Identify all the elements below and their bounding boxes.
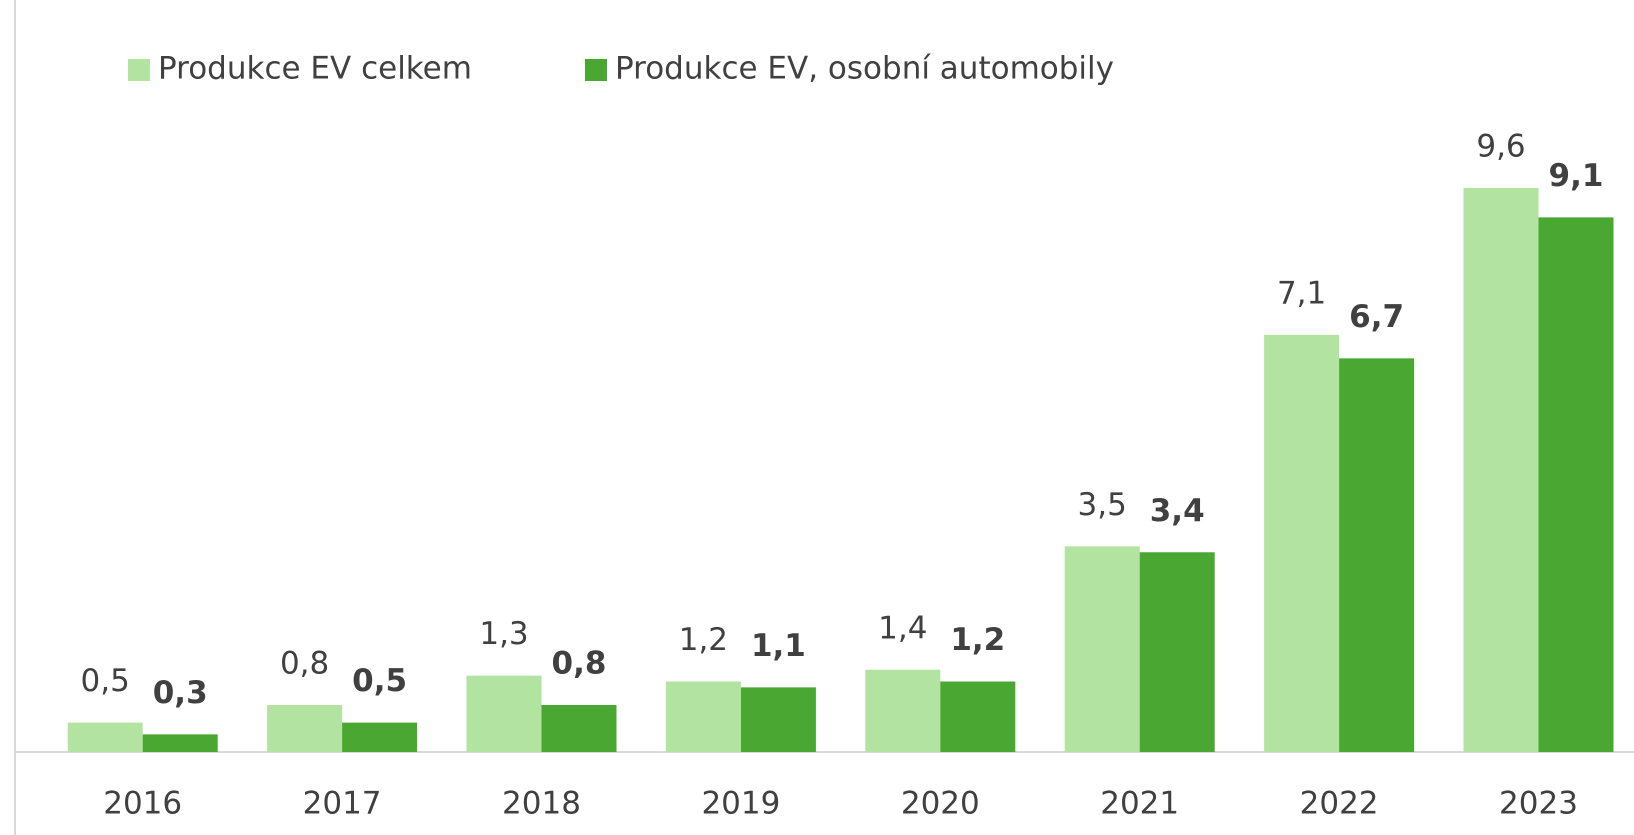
legend-swatch	[585, 59, 607, 81]
bar	[865, 669, 941, 752]
bar	[541, 705, 617, 752]
bar	[1064, 546, 1140, 752]
x-tick-label: 2022	[1300, 786, 1379, 822]
x-tick-label: 2020	[901, 786, 980, 822]
x-tick-label: 2018	[502, 786, 581, 822]
legend-swatch	[128, 59, 150, 81]
x-tick-label: 2019	[701, 786, 780, 822]
data-label: 0,3	[153, 675, 208, 711]
data-label: 1,4	[878, 610, 927, 646]
bar	[1463, 188, 1539, 752]
data-label: 3,5	[1078, 487, 1127, 523]
bar	[940, 681, 1016, 752]
x-tick-label: 2016	[103, 786, 182, 822]
bar	[1538, 217, 1614, 752]
bar	[342, 722, 418, 752]
x-tick-label: 2023	[1499, 786, 1578, 822]
data-label: 0,8	[552, 646, 607, 682]
data-label: 6,7	[1349, 299, 1404, 335]
data-label: 9,6	[1476, 129, 1525, 165]
x-tick-label: 2017	[303, 786, 382, 822]
legend-label: Produkce EV, osobní automobily	[615, 51, 1114, 87]
data-label: 1,2	[950, 622, 1005, 658]
legend-label: Produkce EV celkem	[158, 51, 472, 87]
bar	[1139, 552, 1215, 752]
data-label: 1,2	[679, 622, 728, 658]
bar	[466, 675, 542, 752]
data-label: 1,3	[479, 616, 528, 652]
bar	[740, 687, 816, 752]
data-label: 7,1	[1277, 275, 1326, 311]
data-label: 0,5	[352, 663, 407, 699]
bar	[1339, 358, 1415, 752]
bar	[665, 681, 741, 752]
x-tick-label: 2021	[1100, 786, 1179, 822]
data-label: 3,4	[1150, 493, 1205, 529]
bar	[267, 705, 343, 752]
data-label: 0,8	[280, 646, 329, 682]
bar	[1264, 334, 1340, 752]
bar	[142, 734, 218, 752]
data-label: 9,1	[1549, 158, 1604, 194]
data-label: 1,1	[751, 628, 806, 664]
bar	[67, 722, 143, 752]
data-label: 0,5	[81, 663, 130, 699]
